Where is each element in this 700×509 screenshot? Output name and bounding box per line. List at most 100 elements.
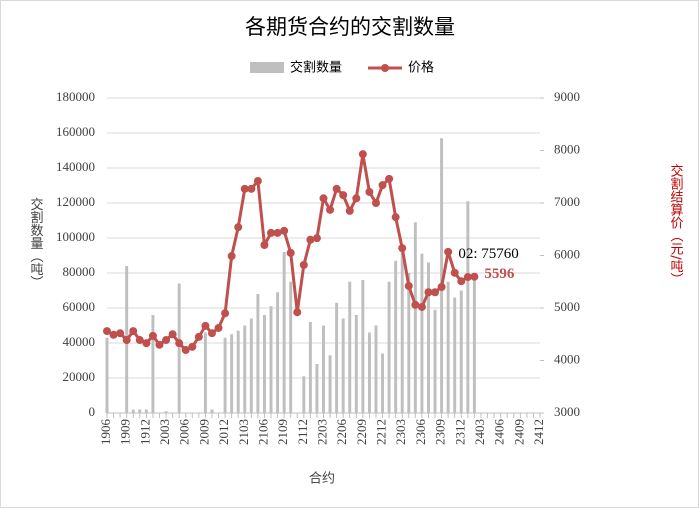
y2-tick-label: 5000 (554, 299, 580, 314)
legend-marker (381, 64, 389, 72)
y2-tick-label: 7000 (554, 194, 580, 209)
price-point (326, 205, 335, 214)
bar (236, 330, 240, 413)
price-point (371, 199, 380, 207)
x-tick-label: 2409 (511, 419, 526, 445)
x-tick-label: 2309 (433, 419, 448, 445)
bar (466, 201, 470, 413)
price-point (306, 235, 315, 244)
price-point (273, 228, 282, 237)
chart-title: 各期货合约的交割数量 (245, 15, 455, 39)
y-tick-label: 0 (89, 404, 96, 419)
bar (203, 332, 207, 413)
price-point (181, 346, 190, 354)
price-point (214, 323, 223, 332)
x-tick-label: 2206 (334, 419, 349, 446)
bar (322, 325, 325, 413)
y-tick-label: 60000 (63, 299, 96, 314)
bar (361, 280, 365, 413)
price-point (339, 191, 348, 200)
bar (302, 376, 306, 413)
x-tick-label: 2109 (275, 419, 290, 445)
bar (335, 302, 339, 413)
price-point (221, 309, 230, 318)
y-tick-label: 80000 (63, 264, 96, 279)
y2-tick-label: 9000 (554, 89, 580, 104)
price-point (103, 327, 111, 336)
price-point (188, 342, 197, 351)
x-tick-label: 2112 (295, 419, 310, 445)
bar (269, 306, 273, 413)
price-point (450, 268, 459, 277)
bar (177, 283, 181, 413)
bar (105, 337, 109, 413)
price-point (109, 330, 118, 339)
x-tick-label: 2203 (314, 419, 329, 445)
y-axis-label: 交割数量（吨） (28, 197, 44, 289)
y-tick-label: 20000 (63, 369, 96, 384)
price-point (122, 336, 131, 345)
legend-label: 价格 (408, 60, 434, 76)
bar (210, 409, 214, 413)
bar (348, 281, 352, 413)
bar (243, 325, 247, 413)
y2-tick-label: 4000 (554, 351, 580, 366)
price-point (365, 187, 374, 196)
bar (341, 318, 345, 413)
y2-tick-label: 6000 (554, 246, 580, 261)
price-point (286, 248, 295, 257)
bar (282, 252, 286, 413)
price-point (175, 339, 184, 348)
price-point (155, 340, 164, 349)
price-point (444, 247, 453, 256)
bar (446, 281, 450, 413)
x-tick-label: 1912 (137, 419, 152, 445)
bar (459, 290, 463, 413)
x-tick-label: 2403 (472, 419, 487, 445)
bar (144, 409, 148, 413)
x-tick-label: 2412 (531, 419, 546, 445)
price-point (437, 283, 446, 291)
price-point (162, 336, 171, 345)
price-point (129, 327, 138, 336)
price-point (345, 206, 354, 215)
price-point (417, 302, 426, 311)
bar (151, 315, 155, 413)
price-point (457, 277, 466, 286)
bar (131, 409, 135, 413)
price-point (378, 181, 387, 190)
x-tick-label: 2003 (157, 419, 172, 445)
price-point (280, 226, 289, 235)
y-tick-label: 120000 (56, 194, 95, 209)
x-tick-label: 2212 (374, 419, 389, 445)
x-tick-label: 2406 (492, 419, 507, 446)
x-tick-label: 1906 (98, 419, 113, 446)
bar-value-label: 02: 75760 (458, 246, 518, 262)
bar (472, 280, 476, 413)
bar (249, 318, 253, 413)
bar (367, 332, 371, 413)
y2-axis-label: 交割结算价（元/吨） (668, 164, 684, 286)
price-point (135, 336, 144, 345)
y-tick-label: 180000 (56, 89, 95, 104)
price-point (201, 321, 210, 330)
price-point (247, 184, 256, 193)
x-tick-label: 2306 (413, 419, 428, 446)
price-point (398, 244, 407, 253)
x-tick-label: 2312 (452, 419, 467, 445)
price-point (424, 288, 433, 297)
x-tick-label: 2303 (393, 419, 408, 445)
price-point (116, 329, 125, 338)
price-point (319, 194, 328, 203)
bar (164, 411, 168, 413)
bar (407, 273, 411, 413)
bar (420, 253, 424, 413)
price-point (431, 288, 440, 297)
price-point (391, 213, 400, 222)
bar (230, 334, 234, 413)
price-point (352, 194, 361, 203)
bar (256, 294, 260, 413)
price-point (358, 150, 367, 159)
x-tick-label: 2209 (354, 419, 369, 445)
